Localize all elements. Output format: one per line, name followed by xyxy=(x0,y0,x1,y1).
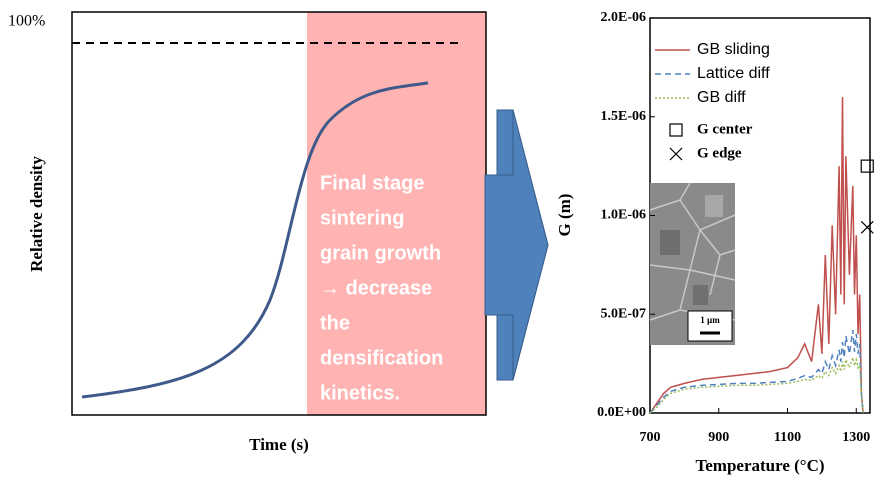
annotation-line: sintering xyxy=(320,207,404,229)
reference-label: 100% xyxy=(8,13,45,30)
schematic-y-label: Relative density xyxy=(27,156,46,272)
x-tick-label: 1100 xyxy=(774,430,801,445)
marker-square xyxy=(669,123,683,137)
legend-label: G edge xyxy=(697,145,742,161)
series-line xyxy=(649,329,864,414)
y-tick-label: 0.0E+00 xyxy=(597,405,646,420)
scale-box xyxy=(687,310,733,342)
annotation-line: densification xyxy=(320,347,443,369)
legend-label: GB sliding xyxy=(697,41,770,58)
annotation-line: grain growth xyxy=(320,242,441,264)
grain xyxy=(693,285,708,305)
x-tick-label: 700 xyxy=(640,430,661,445)
y-axis-label: G (m) xyxy=(555,194,574,237)
grain xyxy=(660,230,680,255)
y-tick-label: 5.0E-07 xyxy=(601,306,647,321)
schematic-x-label: Time (s) xyxy=(249,435,309,454)
y-tick-label: 1.5E-06 xyxy=(601,109,647,124)
scale-label: 1 µm xyxy=(700,315,720,325)
legend-label: G center xyxy=(697,121,753,137)
grain xyxy=(705,195,723,217)
inset-image: 1 µm xyxy=(649,182,736,345)
arrow xyxy=(484,109,549,381)
y-tick-label: 1.0E-06 xyxy=(601,208,647,223)
x-tick-label: 1300 xyxy=(842,430,870,445)
annotation-line: kinetics. xyxy=(320,382,400,404)
x-axis-label: Temperature (°C) xyxy=(695,456,824,475)
density-curve xyxy=(81,81,429,399)
annotation: Final stage sintering grain growth → decrea… xyxy=(320,172,443,404)
annotation-line: → decrease xyxy=(320,277,432,299)
y-tick-label: 2.0E-06 xyxy=(601,10,647,25)
marker-cross xyxy=(860,220,874,234)
series-line xyxy=(649,96,864,414)
legend-label: Lattice diff xyxy=(697,65,770,82)
legend-label: GB diff xyxy=(697,89,746,106)
annotation-line: the xyxy=(320,312,350,334)
annotation-line: Final stage xyxy=(320,172,424,194)
marker-cross xyxy=(669,147,683,161)
final-stage-region xyxy=(307,12,486,415)
marker-square xyxy=(860,159,874,173)
x-tick-label: 900 xyxy=(708,430,729,445)
